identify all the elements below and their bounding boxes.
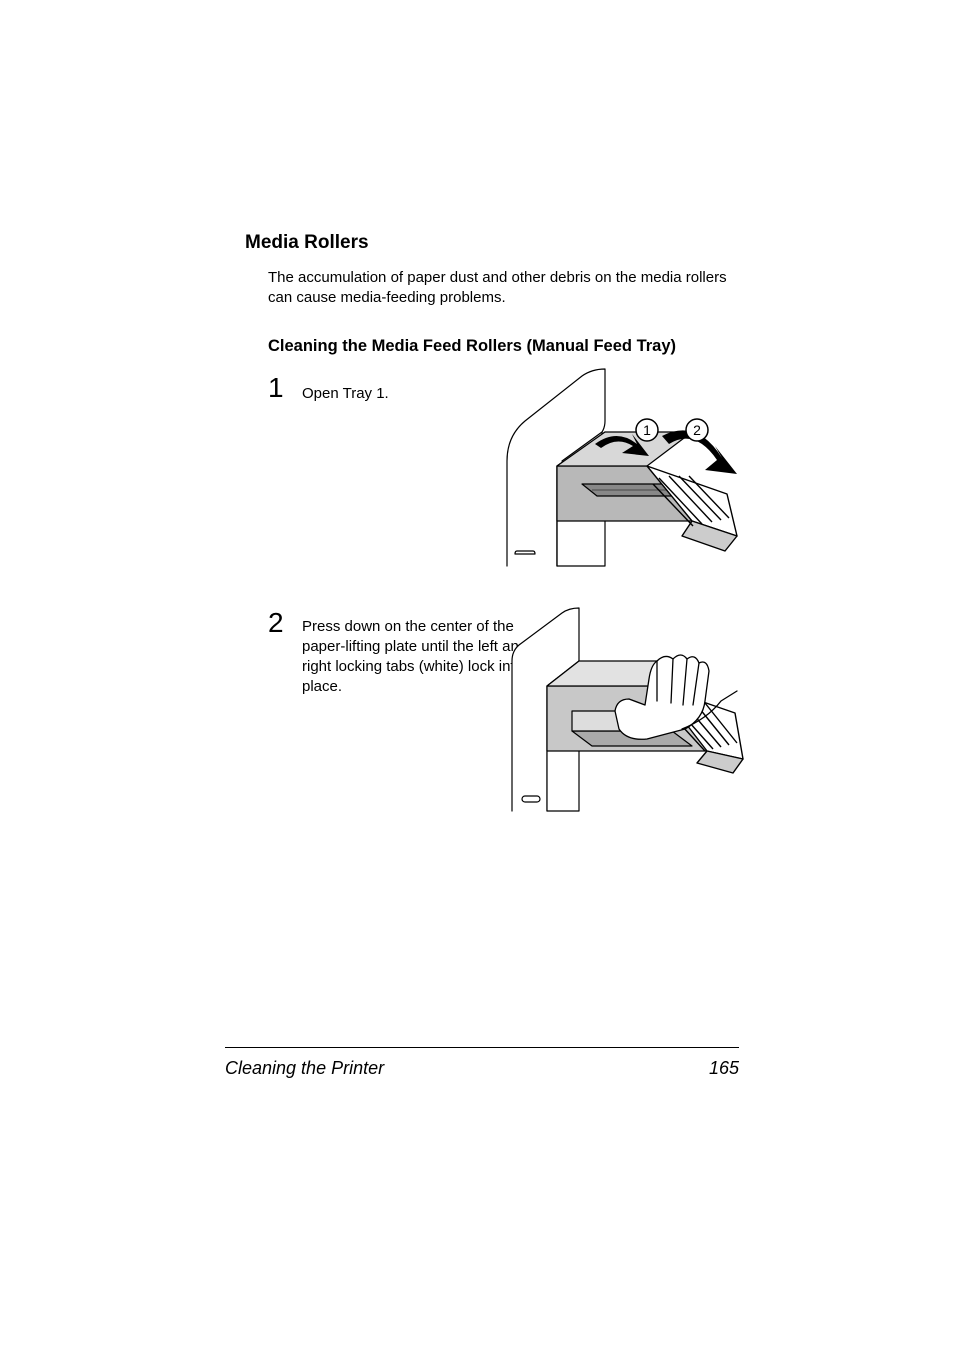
step-body: Open Tray 1.	[302, 374, 739, 599]
footer-row: Cleaning the Printer 165	[225, 1058, 739, 1079]
step-number: 1	[268, 374, 290, 402]
intro-paragraph: The accumulation of paper dust and other…	[268, 268, 738, 309]
step-text: Open Tray 1.	[302, 374, 389, 404]
page-footer: Cleaning the Printer 165	[225, 1047, 739, 1079]
callout-2-label: 2	[693, 422, 701, 438]
illustration-open-tray: 1 2	[487, 366, 747, 591]
footer-title: Cleaning the Printer	[225, 1058, 384, 1079]
footer-rule	[225, 1047, 739, 1048]
step-2: 2 Press down on the center of the paper-…	[268, 609, 739, 839]
footer-page-number: 165	[709, 1058, 739, 1079]
section-heading: Media Rollers	[245, 232, 739, 254]
step-body: Press down on the center of the paper-li…	[302, 609, 739, 839]
callout-1-label: 1	[643, 422, 651, 438]
document-page: Media Rollers The accumulation of paper …	[0, 0, 954, 1351]
step-number: 2	[268, 609, 290, 637]
step-text: Press down on the center of the paper-li…	[302, 609, 537, 698]
illustration-press-plate	[507, 601, 747, 826]
callout-1-icon: 1	[636, 419, 658, 441]
step-1: 1 Open Tray 1.	[268, 374, 739, 599]
subsection-heading: Cleaning the Media Feed Rollers (Manual …	[268, 337, 739, 356]
callout-2-icon: 2	[686, 419, 708, 441]
